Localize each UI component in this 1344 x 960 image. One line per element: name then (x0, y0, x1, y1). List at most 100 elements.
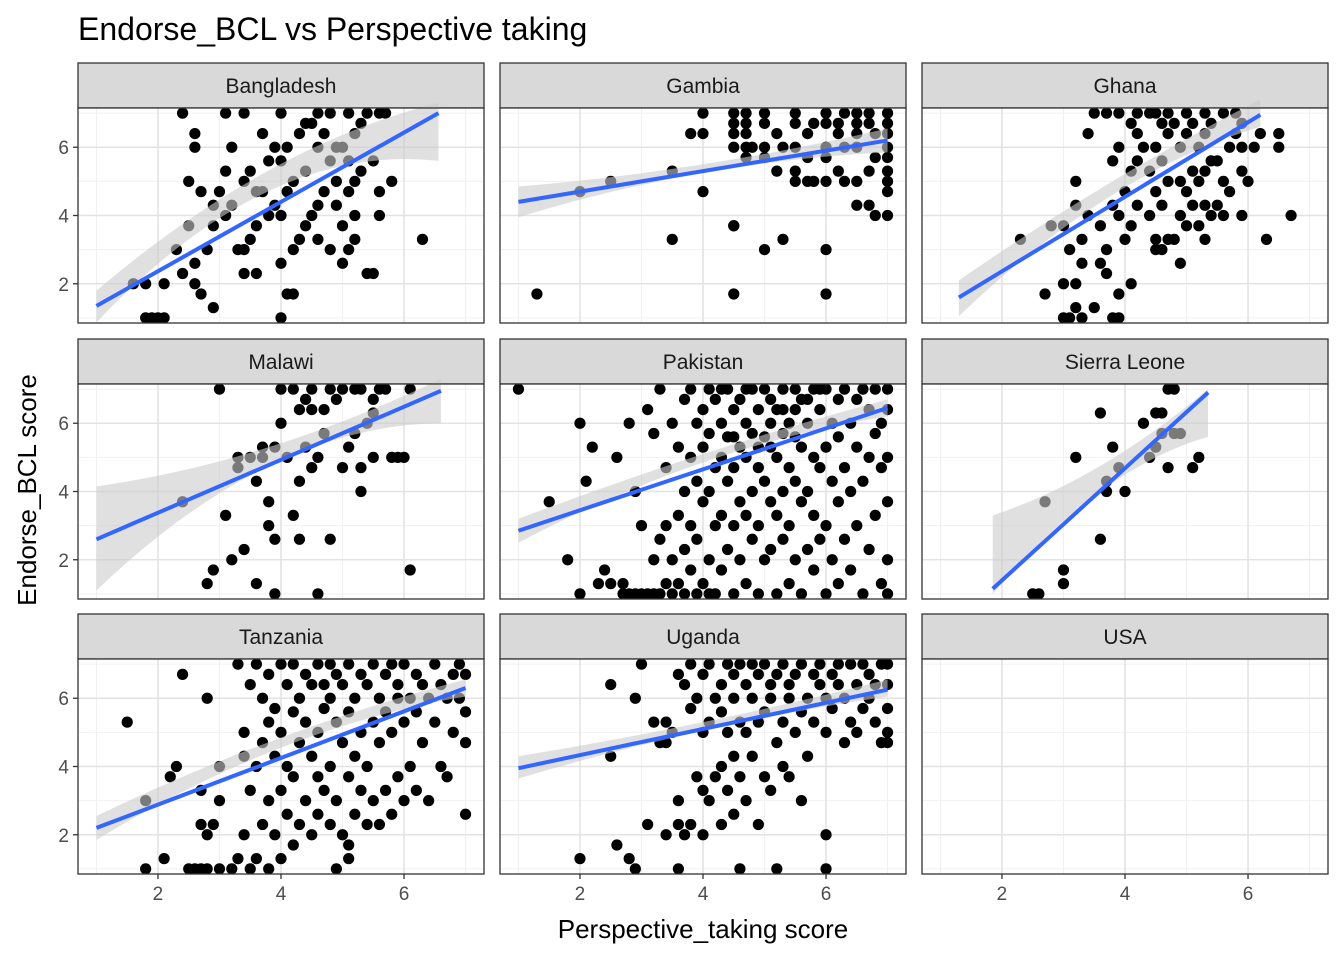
data-point (459, 706, 472, 718)
x-tick-label: 4 (276, 884, 287, 905)
data-point (312, 233, 324, 245)
data-point (740, 726, 752, 738)
data-point (629, 692, 641, 704)
data-point (213, 186, 226, 198)
data-point (783, 462, 795, 474)
regression-line-tanzania (95, 686, 467, 830)
x-tick-label: 6 (1243, 884, 1254, 905)
data-point (703, 427, 715, 440)
data-point (201, 578, 213, 590)
data-point (1199, 107, 1211, 119)
data-point (318, 784, 330, 796)
data-point (635, 658, 648, 670)
confidence-band-malawi (96, 378, 441, 591)
data-point (1125, 117, 1137, 129)
data-point (826, 668, 838, 680)
data-point (832, 431, 844, 443)
data-point (287, 706, 299, 718)
data-point (1217, 107, 1230, 119)
data-point (789, 403, 801, 416)
data-point (195, 186, 207, 198)
data-point (1205, 209, 1217, 222)
data-point (851, 393, 863, 405)
data-point (722, 475, 734, 487)
data-point (263, 496, 275, 508)
data-point (324, 244, 336, 256)
facet-strip-malawi (77, 338, 485, 385)
x-tick-label: 6 (399, 884, 410, 905)
data-point (789, 554, 801, 566)
data-point (863, 117, 875, 129)
data-point (881, 209, 894, 222)
data-point (300, 668, 312, 680)
data-point (330, 199, 342, 211)
data-point (728, 107, 740, 119)
facet-label-uganda: Uganda (666, 626, 740, 649)
data-point (715, 417, 728, 429)
confidence-band-bangladesh (96, 102, 439, 323)
data-point (324, 818, 336, 831)
data-point (838, 107, 851, 119)
data-point (324, 533, 336, 545)
data-point (459, 808, 472, 820)
data-point (336, 383, 349, 395)
data-point (1150, 186, 1162, 198)
data-point (386, 808, 398, 820)
data-point (263, 155, 275, 167)
data-point (1168, 117, 1180, 129)
data-point (343, 853, 355, 865)
data-point (300, 393, 312, 405)
data-point (250, 578, 262, 590)
data-point (306, 383, 318, 395)
data-point (263, 520, 275, 532)
x-axis-title: Perspective_taking score (558, 914, 848, 944)
data-point (666, 233, 678, 245)
data-point (642, 818, 654, 831)
data-point (1211, 155, 1223, 167)
data-point (697, 441, 709, 453)
confidence-band-tanzania (96, 679, 466, 840)
data-point (213, 383, 226, 395)
data-point (250, 267, 262, 280)
data-point (349, 692, 361, 704)
data-point (863, 668, 875, 680)
data-point (845, 658, 857, 670)
data-point (367, 267, 379, 280)
data-point (771, 668, 783, 680)
data-point (728, 750, 740, 762)
data-point (269, 141, 281, 153)
data-point (678, 393, 691, 405)
data-point (238, 267, 250, 280)
data-point (1033, 588, 1045, 600)
data-point (1174, 209, 1186, 222)
data-point (1236, 209, 1248, 222)
data-point (758, 107, 771, 119)
data-point (697, 403, 709, 416)
data-point (826, 475, 838, 487)
data-point (1094, 257, 1106, 269)
data-point (306, 462, 318, 474)
data-point (715, 818, 728, 831)
data-point (789, 175, 801, 187)
data-point (336, 257, 349, 269)
chart-title: Endorse_BCL vs Perspective taking (78, 11, 587, 47)
data-point (820, 863, 832, 875)
data-point (703, 554, 715, 566)
data-point (355, 462, 367, 474)
y-tick-label: 2 (58, 826, 69, 847)
data-point (765, 543, 777, 556)
data-point (851, 520, 863, 532)
data-point (398, 795, 410, 807)
data-point (734, 771, 746, 783)
data-point (685, 520, 697, 532)
data-point (398, 451, 410, 463)
data-point (881, 383, 894, 395)
data-point (379, 383, 392, 395)
data-point (728, 141, 740, 153)
data-point (1260, 233, 1273, 245)
data-point (881, 165, 894, 177)
data-point (312, 658, 324, 670)
data-point (728, 127, 740, 140)
data-point (306, 678, 318, 691)
data-point (293, 127, 306, 140)
